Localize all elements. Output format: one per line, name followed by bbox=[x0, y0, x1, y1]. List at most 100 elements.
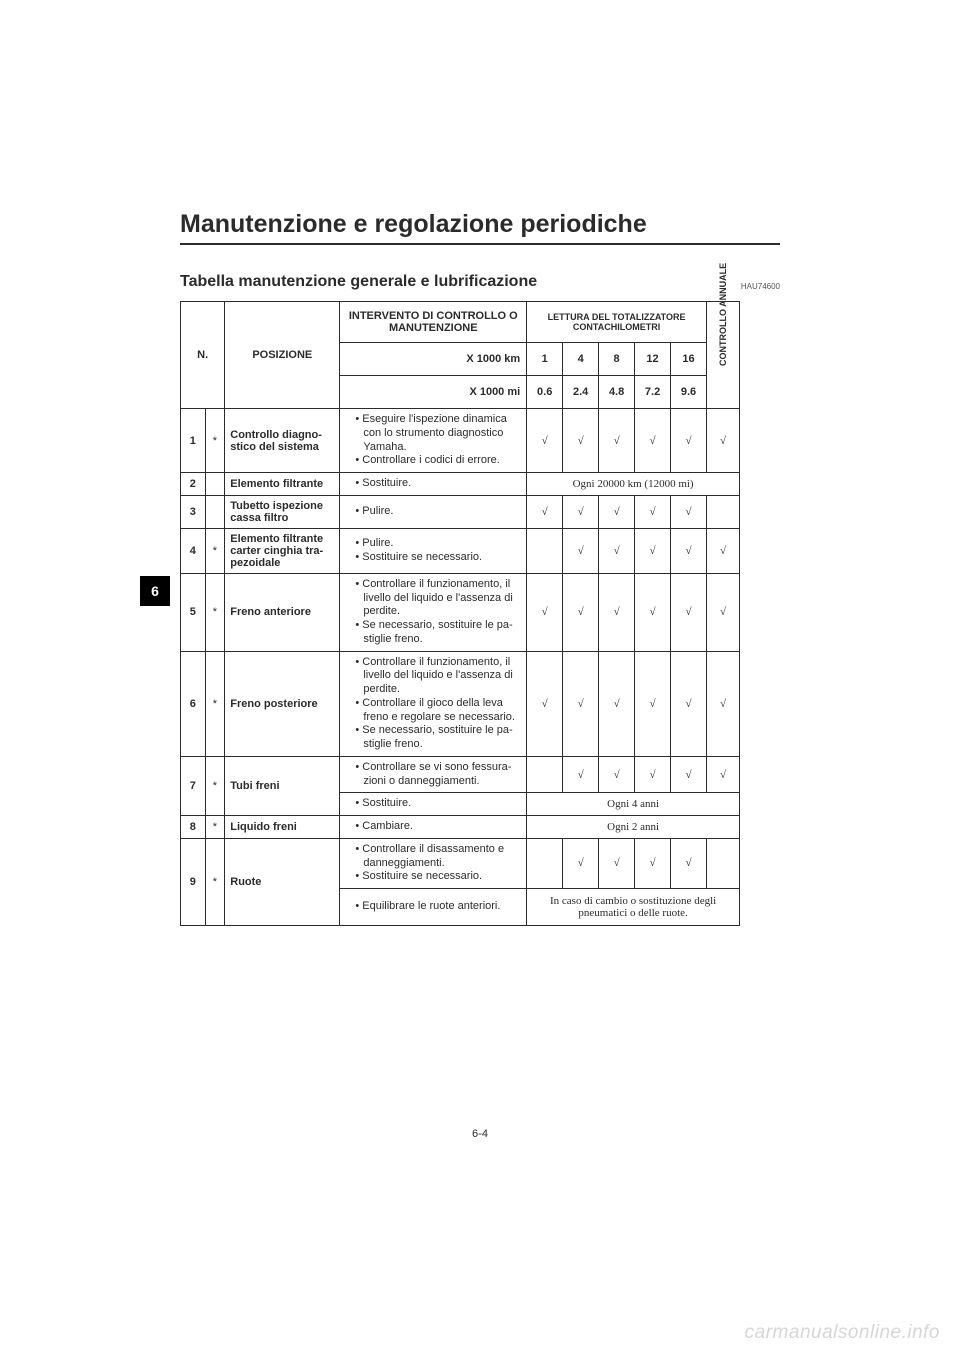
header-lettura: LETTURA DEL TOTALIZZATORE CONTACHILOMETR… bbox=[527, 302, 707, 343]
document-code: HAU74600 bbox=[741, 282, 780, 291]
span-cell: Ogni 2 anni bbox=[527, 816, 740, 839]
table-row: 6 * Freno posteriore Controllare il funz… bbox=[181, 651, 740, 756]
action-item: Equilibrare le ruote anteriori. bbox=[355, 900, 521, 914]
check-cell: √ bbox=[635, 838, 671, 888]
row-actions: Sostituire. bbox=[340, 793, 527, 816]
check-cell: √ bbox=[599, 573, 635, 651]
header-km-8: 8 bbox=[599, 343, 635, 376]
action-item: Controllare se vi sono fessura­zioni o d… bbox=[355, 761, 521, 789]
header-km-1: 1 bbox=[527, 343, 563, 376]
header-x1000mi: X 1000 mi bbox=[340, 376, 527, 409]
check-cell: √ bbox=[635, 573, 671, 651]
table-row: 9 * Ruote Controllare il disassamento e … bbox=[181, 838, 740, 888]
header-mi-2: 2.4 bbox=[563, 376, 599, 409]
row-number: 3 bbox=[181, 495, 206, 528]
row-actions: Controllare il funzionamento, il livello… bbox=[340, 651, 527, 756]
action-item: Pulire. bbox=[355, 537, 521, 551]
action-item: Sostituire. bbox=[355, 477, 521, 491]
maintenance-table: N. POSIZIONE INTERVENTO DI CONTROLLO O M… bbox=[180, 301, 740, 926]
row-actions: Sostituire. bbox=[340, 473, 527, 496]
row-star: * bbox=[205, 409, 225, 473]
row-position: Controllo diagno­stico del sistema bbox=[225, 409, 340, 473]
header-posizione: POSIZIONE bbox=[225, 302, 340, 409]
row-number: 8 bbox=[181, 816, 206, 839]
table-row: 7 * Tubi freni Controllare se vi sono fe… bbox=[181, 756, 740, 793]
header-km-4: 4 bbox=[563, 343, 599, 376]
check-cell: √ bbox=[706, 409, 739, 473]
check-cell bbox=[706, 495, 739, 528]
check-cell: √ bbox=[671, 838, 707, 888]
check-cell: √ bbox=[635, 651, 671, 756]
check-cell: √ bbox=[563, 573, 599, 651]
row-actions: Cambiare. bbox=[340, 816, 527, 839]
action-item: Sostituire. bbox=[355, 797, 521, 811]
span-cell: Ogni 4 anni bbox=[527, 793, 740, 816]
row-position: Tubetto ispezione cassa filtro bbox=[225, 495, 340, 528]
side-tab: 6 bbox=[140, 576, 170, 606]
table-row: 8 * Liquido freni Cambiare. Ogni 2 anni bbox=[181, 816, 740, 839]
check-cell: √ bbox=[706, 756, 739, 793]
check-cell: √ bbox=[599, 838, 635, 888]
row-position: Elemento filtrante bbox=[225, 473, 340, 496]
table-row: 3 Tubetto ispezione cassa filtro Pulire.… bbox=[181, 495, 740, 528]
action-item: Se necessario, sostituire le pa­stiglie … bbox=[355, 724, 521, 752]
header-mi-5: 9.6 bbox=[671, 376, 707, 409]
check-cell: √ bbox=[563, 651, 599, 756]
action-item: Controllare il funzionamento, il livello… bbox=[355, 578, 521, 619]
check-cell: √ bbox=[563, 838, 599, 888]
page-number: 6-4 bbox=[0, 1128, 960, 1140]
header-mi-4: 7.2 bbox=[635, 376, 671, 409]
row-star: * bbox=[205, 756, 225, 815]
row-actions: Pulire. Sostituire se necessario. bbox=[340, 528, 527, 573]
row-actions: Controllare il disassamento e danneggiam… bbox=[340, 838, 527, 888]
header-km-16: 16 bbox=[671, 343, 707, 376]
action-item: Sostituire se necessario. bbox=[355, 551, 521, 565]
check-cell: √ bbox=[599, 651, 635, 756]
watermark: carmanualsonline.info bbox=[745, 1322, 940, 1344]
action-item: Sostituire se necessario. bbox=[355, 870, 521, 884]
header-intervento: INTERVENTO DI CONTROLLO O MANUTENZIONE bbox=[340, 302, 527, 343]
check-cell: √ bbox=[527, 495, 563, 528]
row-position: Freno anteriore bbox=[225, 573, 340, 651]
check-cell: √ bbox=[671, 756, 707, 793]
action-item: Se necessario, sostituire le pa­stiglie … bbox=[355, 619, 521, 647]
action-item: Cambiare. bbox=[355, 820, 521, 834]
span-cell: In caso di cambio o sostituzio­ne degli … bbox=[527, 889, 740, 926]
row-number: 2 bbox=[181, 473, 206, 496]
row-actions: Equilibrare le ruote anteriori. bbox=[340, 889, 527, 926]
header-x1000km: X 1000 km bbox=[340, 343, 527, 376]
check-cell: √ bbox=[527, 651, 563, 756]
row-number: 5 bbox=[181, 573, 206, 651]
row-actions: Eseguire l'ispezione dinamica con lo str… bbox=[340, 409, 527, 473]
section-title: Tabella manutenzione generale e lubrific… bbox=[180, 273, 537, 291]
row-star bbox=[205, 495, 225, 528]
check-cell: √ bbox=[671, 495, 707, 528]
table-header-row-1: N. POSIZIONE INTERVENTO DI CONTROLLO O M… bbox=[181, 302, 740, 343]
action-item: Controllare il disassamento e danneggiam… bbox=[355, 843, 521, 871]
header-controllo-annuale: CONTROLLO ANNUALE bbox=[706, 302, 739, 409]
check-cell: √ bbox=[563, 756, 599, 793]
page-content: Manutenzione e regolazione periodiche Ta… bbox=[180, 210, 780, 926]
table-row: 2 Elemento filtrante Sostituire. Ogni 20… bbox=[181, 473, 740, 496]
row-number: 4 bbox=[181, 528, 206, 573]
header-mi-1: 0.6 bbox=[527, 376, 563, 409]
row-number: 6 bbox=[181, 651, 206, 756]
check-cell: √ bbox=[563, 528, 599, 573]
row-number: 9 bbox=[181, 838, 206, 925]
chapter-title: Manutenzione e regolazione periodiche bbox=[180, 210, 780, 245]
check-cell: √ bbox=[599, 528, 635, 573]
check-cell: √ bbox=[671, 409, 707, 473]
check-cell: √ bbox=[527, 573, 563, 651]
row-star: * bbox=[205, 816, 225, 839]
row-number: 1 bbox=[181, 409, 206, 473]
table-row: 5 * Freno anteriore Controllare il funzi… bbox=[181, 573, 740, 651]
check-cell: √ bbox=[671, 528, 707, 573]
check-cell: √ bbox=[599, 756, 635, 793]
row-star: * bbox=[205, 651, 225, 756]
row-number: 7 bbox=[181, 756, 206, 815]
section-header-row: Tabella manutenzione generale e lubrific… bbox=[180, 273, 780, 291]
check-cell: √ bbox=[635, 495, 671, 528]
check-cell bbox=[527, 528, 563, 573]
check-cell: √ bbox=[563, 409, 599, 473]
check-cell: √ bbox=[635, 528, 671, 573]
